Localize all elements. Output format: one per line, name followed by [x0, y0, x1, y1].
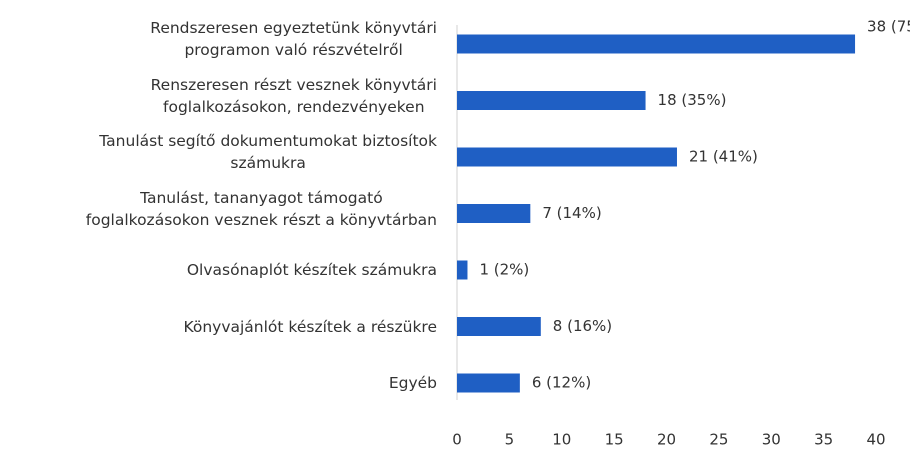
value-label: 1 (2%): [479, 261, 529, 279]
value-label: 21 (41%): [689, 148, 758, 166]
bar: [457, 373, 520, 393]
bar: [457, 91, 646, 110]
y-tick-label: Tanulást segítő dokumentumokat biztosíto…: [99, 132, 437, 172]
x-tick-label: 20: [657, 431, 676, 449]
bar: [457, 34, 856, 54]
y-tick-label: Egyéb: [388, 374, 437, 392]
bar: [457, 260, 468, 280]
value-label: 6 (12%): [532, 374, 591, 392]
x-tick-label: 35: [814, 431, 833, 449]
x-tick-label: 30: [762, 431, 781, 449]
y-tick-label: Olvasónaplót készítek számukra: [186, 261, 437, 279]
value-label: 8 (16%): [553, 317, 612, 335]
bar: [457, 204, 531, 223]
x-tick-label: 40: [866, 431, 885, 449]
x-tick-label: 5: [505, 431, 515, 449]
x-tick-label: 15: [605, 431, 624, 449]
value-label: 18 (35%): [658, 91, 727, 109]
bar: [457, 317, 541, 336]
x-tick-label: 25: [709, 431, 728, 449]
bar: [457, 147, 677, 167]
y-tick-label: Rendszeresen egyeztetünk könyvtári progr…: [150, 19, 437, 59]
x-tick-label: 10: [552, 431, 571, 449]
x-tick-label: 0: [452, 431, 462, 449]
value-label: 38 (75%): [867, 18, 910, 36]
value-label: 7 (14%): [542, 204, 601, 222]
y-tick-label: Könyvajánlót készítek a részükre: [183, 317, 437, 336]
y-tick-label: Tanulást, tananyagot támogató foglalkozá…: [85, 188, 437, 229]
y-tick-label: Renszeresen részt vesznek könyvtári fogl…: [150, 75, 437, 116]
